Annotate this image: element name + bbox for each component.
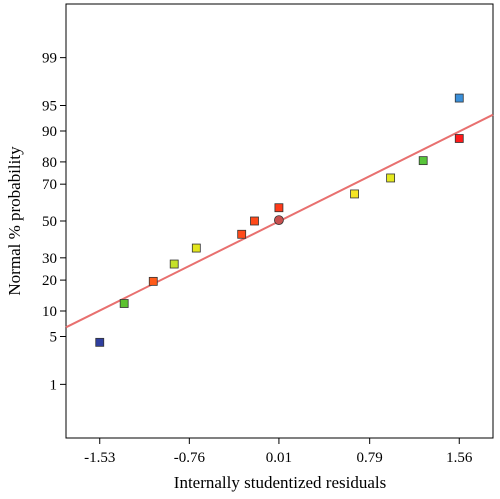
- y-tick-label: 95: [42, 98, 57, 114]
- y-tick-label: 10: [42, 304, 57, 320]
- y-tick-label: 30: [42, 251, 57, 267]
- data-point: [386, 173, 396, 183]
- x-axis-ticks: -1.53 -0.76 0.01 0.79 1.56: [84, 438, 473, 466]
- y-tick-label: 50: [42, 214, 57, 230]
- x-tick-label: 1.56: [446, 450, 473, 466]
- data-point: [454, 93, 464, 103]
- data-point: [148, 276, 158, 286]
- y-tick-label: 90: [42, 124, 57, 140]
- data-point: [95, 337, 105, 347]
- y-axis-ticks: 1 5 10 20 30 50 70 80 90 95 99: [42, 51, 66, 393]
- data-point: [350, 189, 359, 199]
- y-axis-title: Normal % probability: [5, 146, 24, 296]
- x-tick-label: -0.76: [174, 450, 206, 466]
- y-tick-label: 99: [42, 51, 57, 67]
- x-tick-label: -1.53: [84, 450, 115, 466]
- data-points: [95, 93, 464, 347]
- x-tick-label: 0.01: [266, 450, 292, 466]
- y-tick-label: 70: [42, 177, 57, 193]
- x-tick-label: 0.79: [357, 450, 383, 466]
- x-axis-title: Internally studentized residuals: [174, 473, 386, 492]
- y-tick-label: 80: [42, 155, 57, 171]
- y-tick-label: 5: [50, 330, 58, 346]
- y-tick-label: 1: [50, 377, 58, 393]
- data-point: [169, 259, 179, 269]
- data-point: [454, 134, 464, 143]
- data-point: [274, 215, 284, 226]
- y-tick-label: 20: [42, 273, 57, 289]
- data-point: [418, 156, 428, 166]
- data-point: [250, 216, 259, 226]
- data-point: [191, 243, 201, 253]
- data-point: [274, 203, 284, 213]
- data-point: [237, 229, 247, 239]
- data-point: [119, 299, 129, 308]
